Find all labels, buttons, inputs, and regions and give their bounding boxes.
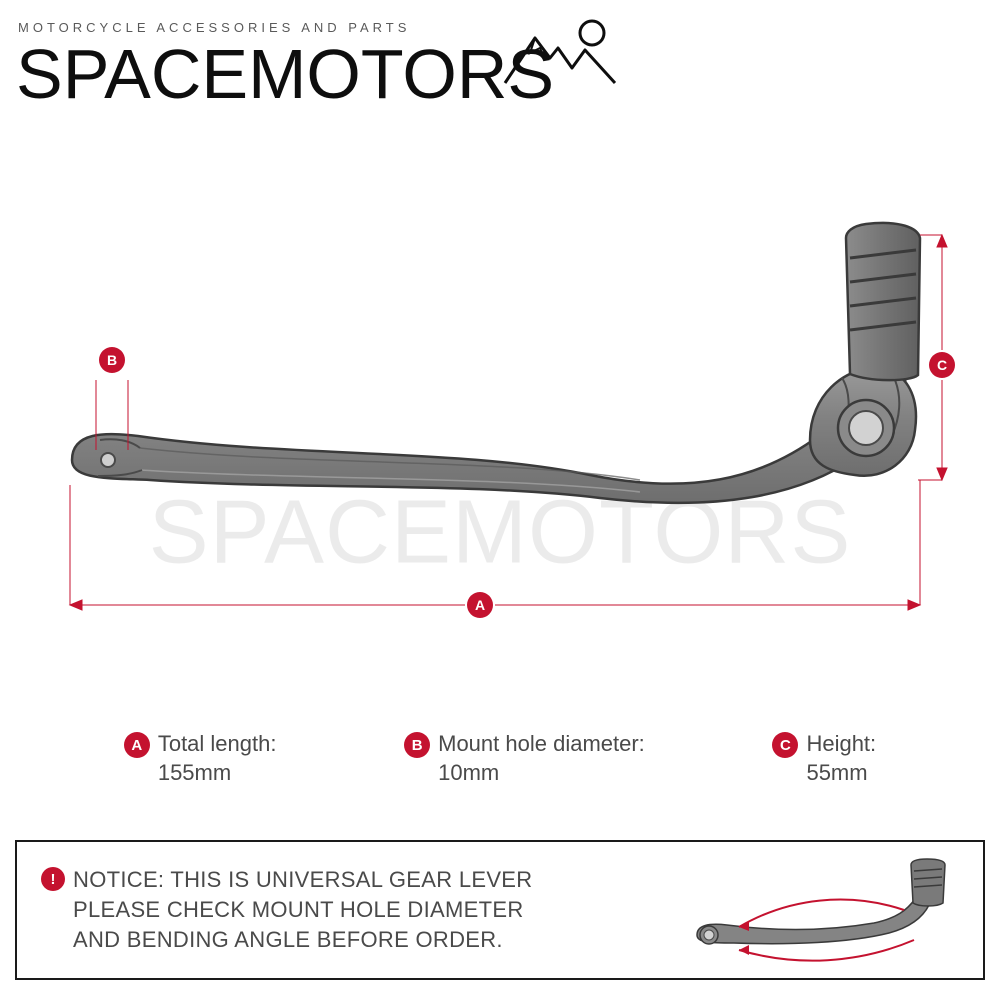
spec-badge-a: A: [124, 732, 150, 758]
badge-c: C: [929, 352, 955, 378]
spec-value: 155mm: [158, 759, 277, 788]
badge-a: A: [467, 592, 493, 618]
spec-item: B Mount hole diameter: 10mm: [404, 730, 645, 787]
notice-text: NOTICE: THIS IS UNIVERSAL GEAR LEVER PLE…: [73, 865, 532, 954]
spec-badge-c: C: [772, 732, 798, 758]
dimension-a: [70, 480, 920, 610]
header-tagline: MOTORCYCLE ACCESSORIES AND PARTS: [18, 20, 410, 35]
spec-item: A Total length: 155mm: [124, 730, 277, 787]
spec-item: C Height: 55mm: [772, 730, 876, 787]
spec-value: 10mm: [438, 759, 645, 788]
spec-label: Mount hole diameter:: [438, 731, 645, 756]
badge-b: B: [99, 347, 125, 373]
notice-panel: ! NOTICE: THIS IS UNIVERSAL GEAR LEVER P…: [15, 840, 985, 980]
brand-wordmark: SPACEMOTORS: [16, 34, 554, 114]
spec-label: Height:: [806, 731, 876, 756]
spec-badge-b: B: [404, 732, 430, 758]
svg-text:B: B: [107, 352, 117, 368]
spec-value: 55mm: [806, 759, 876, 788]
product-diagram: A B C: [0, 180, 1000, 740]
spec-list: A Total length: 155mm B Mount hole diame…: [0, 730, 1000, 787]
spec-label: Total length:: [158, 731, 277, 756]
notice-mini-diagram: [679, 855, 959, 965]
svg-text:C: C: [937, 357, 947, 373]
svg-text:A: A: [475, 597, 485, 613]
mountain-logo-icon: [500, 18, 620, 93]
lever-shape: [72, 223, 920, 503]
alert-icon: !: [41, 867, 65, 891]
